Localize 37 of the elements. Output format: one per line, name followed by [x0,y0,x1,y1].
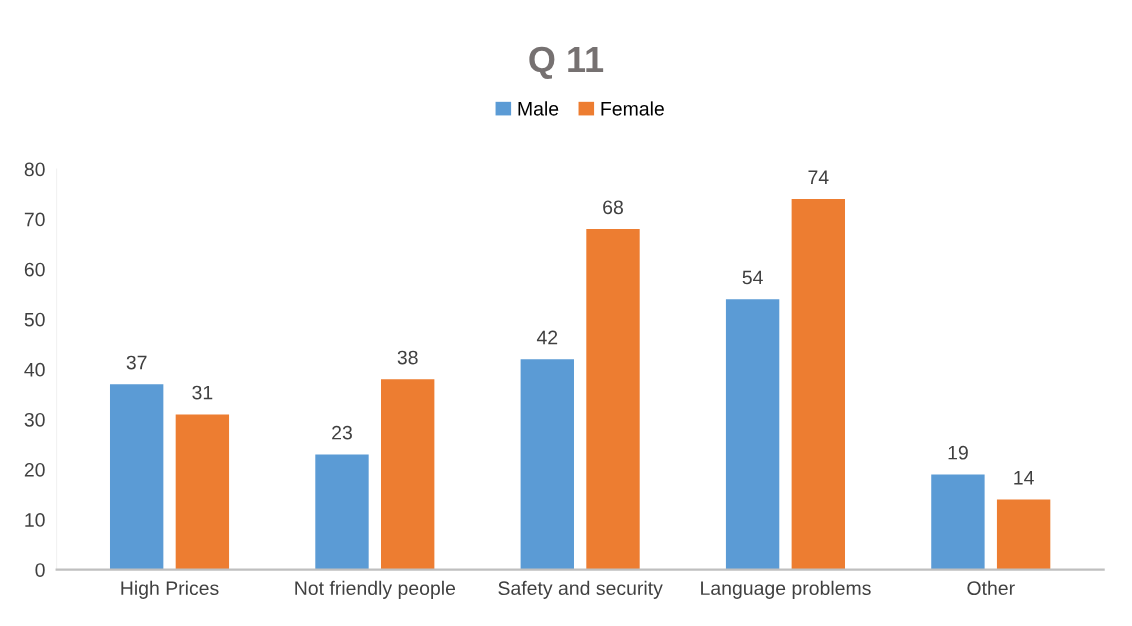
bar [586,229,640,570]
bar [175,414,230,570]
data-label: 74 [808,170,829,184]
chart-title: Q 11 [529,46,604,80]
bar [520,359,574,570]
bar [931,474,985,570]
legend-label: Male [518,101,559,116]
data-label: 19 [948,445,968,460]
x-tick-label: Language problems [701,580,871,599]
data-label: 68 [603,200,623,215]
bar [315,454,369,570]
x-tick-label: High Prices [121,580,219,599]
data-label: 42 [536,330,558,345]
y-tick-label: 20 [24,462,45,477]
data-label: 14 [1014,471,1034,485]
data-label: 31 [192,385,213,400]
bar [996,499,1051,570]
x-tick-label: Not friendly people [295,580,456,599]
data-label: 54 [742,270,763,285]
bar [381,379,435,570]
y-tick-label: 60 [24,262,45,277]
x-tick-label: Safety and security [498,580,663,599]
data-label: 23 [332,425,352,440]
data-label: 37 [126,355,147,370]
y-tick-label: 30 [24,412,45,427]
y-tick-label: 50 [24,312,45,327]
y-tick-label: 80 [24,162,45,177]
y-tick-label: 0 [35,563,45,577]
y-tick-label: 70 [24,212,45,227]
bar [725,299,780,570]
bar [791,199,845,570]
x-tick-label: Other [967,580,1015,596]
y-tick-label: 10 [25,513,45,527]
bar [109,384,164,570]
data-label: 38 [397,350,418,365]
legend-label: Female [601,101,664,116]
y-tick-label: 40 [24,362,45,377]
